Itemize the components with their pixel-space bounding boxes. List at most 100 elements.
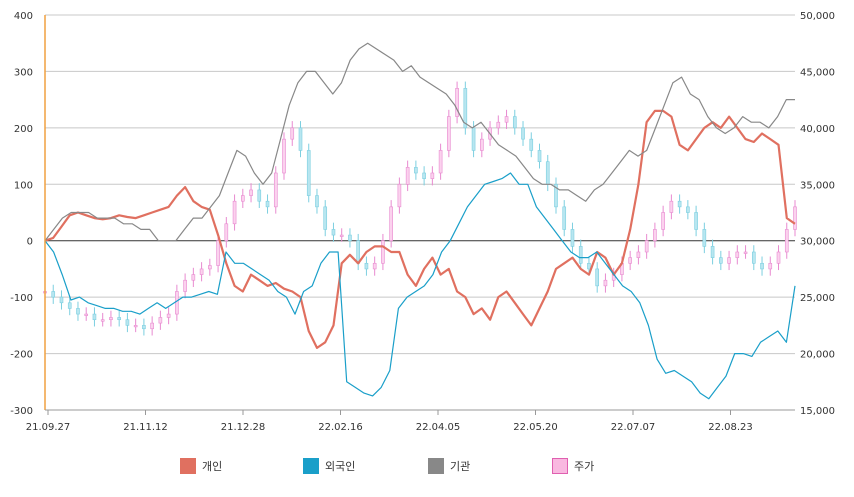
price-candle-body	[158, 317, 163, 324]
price-candle-body	[438, 150, 443, 174]
price-candle-body	[232, 200, 237, 225]
legend-item[interactable]: 외국인	[303, 456, 355, 476]
price-candle-body	[389, 206, 393, 242]
price-candle-body	[686, 206, 690, 213]
price-candle-body	[109, 317, 113, 321]
y-left-tick-label: 200	[14, 124, 33, 135]
price-candle-body	[562, 206, 567, 230]
y-left-tick-label: 300	[14, 67, 33, 78]
x-tick-label: 22.07.07	[611, 422, 656, 433]
price-candle-body	[480, 138, 484, 151]
price-candle-body	[208, 265, 212, 270]
x-tick-label: 22.04.05	[416, 422, 461, 433]
price-candle-body	[84, 313, 89, 316]
price-candle-body	[306, 150, 311, 196]
price-candle-body	[719, 257, 723, 264]
price-candle-body	[455, 88, 459, 117]
price-candle-body	[183, 279, 187, 292]
price-candle-body	[430, 172, 435, 179]
y-right-tick-label: 25,000	[800, 293, 835, 304]
price-candle-body	[537, 150, 542, 163]
price-candle-body	[570, 229, 575, 247]
price-candle-body	[587, 262, 591, 270]
price-candle-body	[727, 257, 731, 264]
legend-item[interactable]: 개인	[180, 456, 222, 476]
price-candle-body	[784, 229, 789, 253]
price-candle-body	[76, 308, 80, 315]
price-candle-body	[92, 313, 97, 321]
price-candle-body	[595, 268, 599, 287]
price-candle-body	[257, 189, 262, 202]
legend-swatch	[303, 458, 319, 474]
price-candle-body	[224, 223, 229, 242]
series-line-외국인	[44, 172, 796, 400]
x-tick-label: 21.11.12	[123, 422, 168, 433]
price-candle-body	[636, 251, 641, 258]
price-candle-body	[372, 262, 377, 270]
legend: 개인 외국인 기관 주가	[0, 456, 854, 478]
y-right-tick-label: 15,000	[800, 406, 835, 417]
price-candle-body	[603, 279, 608, 287]
price-candle-body	[743, 251, 748, 254]
price-candle-body	[677, 200, 682, 208]
price-candle-body	[142, 325, 146, 330]
axis-layer: 400 300 200 100 0 -100 -200 -300 50,000 45,000 40,…	[10, 11, 835, 433]
price-candle-body	[578, 246, 583, 264]
price-candle-body	[364, 262, 369, 270]
y-right-tick-label: 20,000	[800, 350, 835, 361]
price-candle-body	[529, 138, 534, 151]
price-candle-body	[554, 183, 558, 208]
price-candle-body	[199, 268, 204, 275]
price-candle-body	[175, 291, 179, 315]
y-left-tick-label: 0	[27, 237, 33, 248]
price-candle-body	[117, 317, 121, 321]
series-layer	[44, 42, 796, 400]
y-left-tick-label: -100	[10, 293, 33, 304]
price-candle-body	[290, 127, 295, 140]
price-candle-body	[414, 167, 418, 174]
price-candle-body	[241, 195, 245, 202]
price-candle-body	[323, 206, 328, 230]
x-tick-label: 22.05.20	[513, 422, 558, 433]
legend-item[interactable]: 기관	[428, 456, 470, 476]
price-candle-body	[471, 127, 476, 151]
y-right-tick-label: 35,000	[800, 180, 835, 191]
price-candle-body	[348, 234, 352, 242]
price-candle-body	[463, 88, 468, 129]
price-candle-body	[628, 257, 632, 264]
price-candle-body	[381, 240, 385, 264]
price-candle-body	[751, 251, 756, 264]
price-candle-body	[315, 195, 319, 208]
x-tick-label: 22.02.16	[318, 422, 363, 433]
price-candle-body	[496, 121, 501, 129]
price-candle-body	[768, 262, 773, 270]
price-candle-body	[249, 189, 253, 196]
price-candle-body	[100, 319, 105, 322]
price-candle-body	[216, 240, 220, 266]
price-candle-body	[405, 167, 410, 185]
price-candle-body	[702, 229, 707, 247]
legend-swatch	[552, 458, 568, 474]
price-candle-body	[59, 296, 64, 304]
price-candle-body	[331, 229, 336, 236]
price-candle-body	[710, 246, 715, 258]
price-candle-body	[125, 319, 130, 326]
price-candle-body	[298, 127, 303, 151]
price-candle-body	[282, 138, 286, 174]
price-candle-body	[735, 251, 740, 258]
series-line-기관	[44, 42, 795, 242]
legend-label: 개인	[202, 460, 223, 473]
price-candle-body	[422, 172, 426, 179]
price-candle-body	[793, 206, 797, 230]
price-candle-body	[760, 262, 764, 270]
legend-item[interactable]: 주가	[552, 456, 594, 476]
price-candle-body	[356, 240, 360, 264]
price-candle-body	[265, 200, 270, 208]
series-line-개인	[44, 109, 796, 349]
price-candle-body	[273, 172, 278, 208]
x-tick-label: 22.08.23	[708, 422, 753, 433]
price-candle-body	[133, 325, 138, 328]
price-candle-body	[166, 313, 171, 318]
